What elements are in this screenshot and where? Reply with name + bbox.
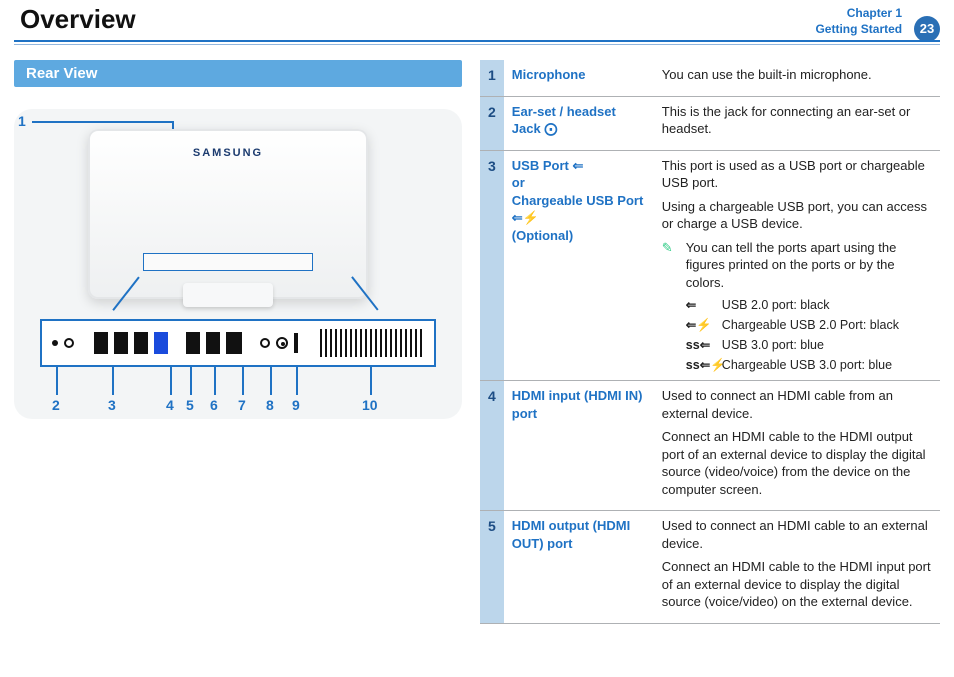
callout-line <box>170 367 172 395</box>
right-column: 1Microphone You can use the built-in micr… <box>480 60 940 665</box>
page-header: Overview Chapter 1 Getting Started 23 <box>0 0 954 42</box>
callout-1: 1 <box>18 113 26 129</box>
note: ✎ You can tell the ports apart using the … <box>662 239 932 292</box>
product-illustration: SAMSUNG <box>88 129 368 299</box>
callout-line <box>270 367 272 395</box>
callout-line <box>190 367 192 395</box>
page-title: Overview <box>20 4 136 35</box>
row-name: Microphone <box>504 60 654 96</box>
callout-line <box>242 367 244 395</box>
product-stand <box>183 283 273 307</box>
usb-list-icon: ss⇐⚡ <box>686 357 714 374</box>
usb-list-label: Chargeable USB 2.0 Port: black <box>722 317 932 334</box>
header-right: Chapter 1 Getting Started 23 <box>815 4 940 42</box>
description-text: Used to connect an HDMI cable to an exte… <box>662 517 932 552</box>
row-description: Used to connect an HDMI cable from an ex… <box>654 380 940 510</box>
usb-list-label: USB 2.0 port: black <box>722 297 932 314</box>
usb-list-label: USB 3.0 port: blue <box>722 337 932 354</box>
port-hdmi-out-icon <box>206 332 220 354</box>
callout-5: 5 <box>186 397 194 413</box>
brand-label: SAMSUNG <box>193 147 263 159</box>
row-name: HDMI input (HDMI IN) port <box>504 380 654 510</box>
callout-line <box>56 367 58 395</box>
row-description: This port is used as a USB port or charg… <box>654 150 940 380</box>
callout-line <box>112 367 114 395</box>
callout-7: 7 <box>238 397 246 413</box>
table-row: 5HDMI output (HDMI OUT) portUsed to conn… <box>480 511 940 624</box>
port-usb-icon <box>134 332 148 354</box>
port-usb3-icon <box>154 332 168 354</box>
row-number: 3 <box>480 150 504 380</box>
note-icon: ✎ <box>662 239 678 253</box>
callout-line <box>296 367 298 395</box>
document-page: Overview Chapter 1 Getting Started 23 Re… <box>0 0 954 677</box>
port-zoom-panel <box>40 319 436 367</box>
left-column: Rear View 1 SAMSUNG <box>14 60 462 665</box>
port-coax-icon <box>276 337 288 349</box>
table-row: 4HDMI input (HDMI IN) portUsed to connec… <box>480 380 940 510</box>
row-number: 4 <box>480 380 504 510</box>
row-name: Ear-set / headset Jack ⨀ <box>504 96 654 150</box>
section-bar-rear-view: Rear View <box>14 60 462 87</box>
row-description: You can use the built-in microphone. <box>654 60 940 96</box>
table-row: 1Microphone You can use the built-in micr… <box>480 60 940 96</box>
usb-port-list: ⇐ USB 2.0 port: black ⇐⚡ Chargeable USB 2.0… <box>662 297 932 374</box>
description-text: This is the jack for connecting an ear-s… <box>662 103 932 138</box>
table-row: 3USB Port ⇐orChargeable USB Port ⇐⚡(Opti… <box>480 150 940 380</box>
port-dc-icon <box>260 338 270 348</box>
vent-icon <box>320 329 424 357</box>
usb-list-icon: ⇐ <box>686 297 714 314</box>
callout-4: 4 <box>166 397 174 413</box>
row-description: Used to connect an HDMI cable to an exte… <box>654 511 940 624</box>
page-number-badge: 23 <box>914 16 940 42</box>
description-text: Connect an HDMI cable to the HDMI input … <box>662 558 932 611</box>
row-number: 2 <box>480 96 504 150</box>
row-name: HDMI output (HDMI OUT) port <box>504 511 654 624</box>
callout-8: 8 <box>266 397 274 413</box>
description-text: Using a chargeable USB port, you can acc… <box>662 198 932 233</box>
description-text: This port is used as a USB port or charg… <box>662 157 932 192</box>
callout-2: 2 <box>52 397 60 413</box>
row-description: This is the jack for connecting an ear-s… <box>654 96 940 150</box>
chapter-label: Chapter 1 <box>847 7 902 20</box>
description-text: Used to connect an HDMI cable from an ex… <box>662 387 932 422</box>
port-lan-icon <box>226 332 242 354</box>
callout-3: 3 <box>108 397 116 413</box>
spec-table: 1Microphone You can use the built-in micr… <box>480 60 940 624</box>
rear-view-figure: 1 SAMSUNG <box>14 109 462 419</box>
callout-line <box>214 367 216 395</box>
callout-10: 10 <box>362 397 378 413</box>
callout-line <box>370 367 372 395</box>
note-text: You can tell the ports apart using the f… <box>686 239 932 292</box>
port-hdmi-in-icon <box>186 332 200 354</box>
usb-list-icon: ⇐⚡ <box>686 317 714 334</box>
row-number: 1 <box>480 60 504 96</box>
description-text: Connect an HDMI cable to the HDMI output… <box>662 428 932 498</box>
port-strip-source <box>143 253 313 271</box>
port-jack-icon <box>64 338 74 348</box>
callout-9: 9 <box>292 397 300 413</box>
usb-list-label: Chargeable USB 3.0 port: blue <box>722 357 932 374</box>
callout-6: 6 <box>210 397 218 413</box>
usb-list-icon: ss⇐ <box>686 337 714 354</box>
row-name: USB Port ⇐orChargeable USB Port ⇐⚡(Optio… <box>504 150 654 380</box>
description-text: You can use the built-in microphone. <box>662 66 932 84</box>
port-usb-icon <box>114 332 128 354</box>
port-lock-icon <box>294 333 298 353</box>
callout-line <box>32 121 172 123</box>
row-number: 5 <box>480 511 504 624</box>
header-rule <box>14 40 940 42</box>
table-row: 2Ear-set / headset Jack ⨀This is the jac… <box>480 96 940 150</box>
chapter-subtitle: Getting Started <box>815 22 902 36</box>
port-usb-icon <box>94 332 108 354</box>
port-mic-icon <box>52 340 58 346</box>
